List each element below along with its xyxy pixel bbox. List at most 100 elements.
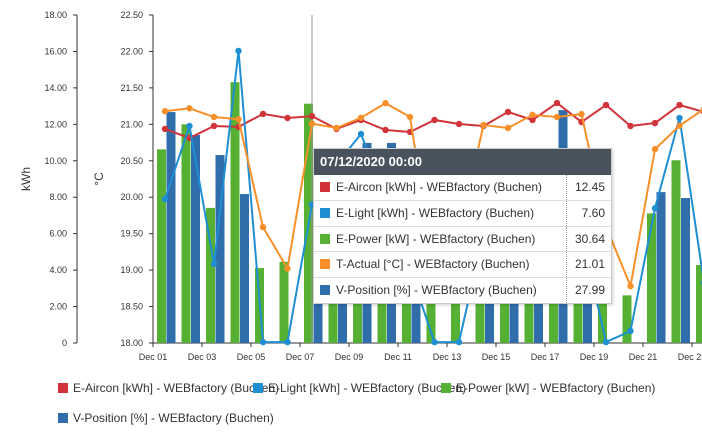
tooltip-row: E-Aircon [kWh] - WEBfactory (Buchen) 12.4… [314,175,611,200]
left-axis-tick-label: 14.00 [44,83,67,93]
legend-item-e-light[interactable]: E-Light [kWh] - WEBfactory (Buchen) [253,381,466,395]
point-e-aircon [455,120,463,128]
bar-e-power [426,280,436,343]
tooltip-row: E-Light [kWh] - WEBfactory (Buchen) 7.60 [314,199,611,226]
tooltip-series-name: T-Actual [°C] - WEBfactory (Buchen) [336,257,530,272]
point-t-actual [480,121,487,129]
point-e-light [161,195,169,203]
temp-axis-label: °C [92,172,106,186]
point-e-light [455,338,463,346]
point-t-actual [676,122,683,129]
temp-axis-tick-label: 20.50 [120,156,143,166]
point-e-aircon [431,116,438,124]
tooltip-swatch [320,207,330,218]
bar-e-power [647,213,656,343]
point-e-aircon [529,116,536,124]
point-t-actual [186,105,193,112]
temp-axis-tick-label: 19.00 [120,265,143,275]
point-e-light [210,260,218,268]
tooltip-value: 21.01 [566,252,611,278]
point-t-actual [406,113,414,121]
left-axis-tick-label: 16.00 [44,46,67,56]
legend-swatch [441,383,451,393]
point-e-light [186,122,193,130]
left-axis-tick-label: 2.00 [49,302,67,312]
bar-e-power [157,149,166,343]
legend-label: E-Power [kW] - WEBfactory (Buchen) [456,381,656,395]
legend-swatch [58,383,68,393]
point-e-light [431,338,438,346]
point-e-light [259,338,267,346]
x-axis-tick-label: Dec 11 [384,352,412,362]
tooltip-value: 27.99 [566,278,611,303]
point-t-actual [529,111,536,119]
bar-e-power [696,264,702,343]
x-axis-tick-label: Dec 19 [580,352,609,362]
legend-swatch [253,383,263,393]
left-axis-tick-label: 6.00 [49,229,67,239]
tooltip-series-name: E-Light [kWh] - WEBfactory (Buchen) [336,205,535,220]
bar-v-position [240,194,249,343]
point-e-aircon [210,122,218,130]
bar-v-position [191,135,200,343]
temp-axis-tick-label: 22.50 [120,10,143,20]
point-e-light [602,338,610,346]
x-axis-tick-label: Dec 07 [286,352,315,362]
point-e-light [284,338,291,346]
point-e-aircon [308,112,316,120]
tooltip-row: E-Power [kW] - WEBfactory (Buchen) 30.64 [314,225,611,252]
temp-axis-tick-label: 18.50 [120,302,143,312]
x-axis-tick-label: Dec 13 [433,352,462,362]
point-t-actual [210,113,218,121]
point-e-aircon [382,126,389,134]
tooltip-value: 12.45 [566,175,611,200]
legend-item-e-power[interactable]: E-Power [kW] - WEBfactory (Buchen) [441,381,655,395]
tooltip: 07/12/2020 00:00 E-Aircon [kWh] - WEBfac… [313,148,612,304]
point-e-light [235,47,242,55]
x-axis-tick-label: Dec 23 [678,352,702,362]
tooltip-swatch [320,285,330,296]
point-e-aircon [504,108,512,116]
point-e-aircon [651,119,659,127]
x-axis-tick-label: Dec 05 [237,352,266,362]
point-t-actual [161,108,169,115]
point-e-aircon [602,101,610,109]
tooltip-series-name: V-Position [%] - WEBfactory (Buchen) [336,283,537,298]
x-axis-tick-label: Dec 15 [482,352,511,362]
bar-e-power [598,280,607,343]
point-t-actual [308,120,316,127]
point-t-actual [553,113,561,121]
temp-axis-tick-label: 22.00 [120,46,143,56]
left-axis-tick-label: 12.00 [44,119,67,129]
bar-e-power [230,82,240,344]
x-axis-tick-label: Dec 17 [531,352,560,362]
point-e-aircon [259,110,267,118]
point-e-aircon [627,122,634,130]
tooltip-swatch [320,233,330,244]
bar-v-position [215,155,225,343]
bar-v-position [681,198,690,343]
point-t-actual [333,124,340,132]
point-e-light [627,327,634,335]
point-t-actual [259,223,267,231]
bar-e-power [451,280,460,343]
bar-e-power [279,261,289,343]
temp-axis-tick-label: 18.00 [120,338,143,348]
left-axis-tick-label: 10.00 [44,156,67,166]
tooltip-swatch [320,259,330,270]
legend-item-v-position[interactable]: V-Position [%] - WEBfactory (Buchen) [58,411,274,425]
tooltip-series-name: E-Aircon [kWh] - WEBfactory (Buchen) [336,180,543,194]
point-t-actual [578,110,585,118]
x-axis-tick-label: Dec 09 [335,352,364,362]
x-axis-tick-label: Dec 21 [629,352,658,362]
point-t-actual [357,114,365,121]
tooltip-row: T-Actual [°C] - WEBfactory (Buchen) 21.01 [314,251,611,278]
legend-item-e-aircon[interactable]: E-Aircon [kWh] - WEBfactory (Buchen) [58,381,279,395]
tooltip-value: 30.64 [566,226,611,252]
temp-axis-tick-label: 19.50 [120,229,143,239]
left-axis-tick-label: 0 [62,338,67,348]
tooltip-series-name: E-Power [kW] - WEBfactory (Buchen) [336,231,536,246]
tooltip-title: 07/12/2020 00:00 [314,149,611,175]
point-e-aircon [161,125,169,133]
point-t-actual [284,265,291,272]
